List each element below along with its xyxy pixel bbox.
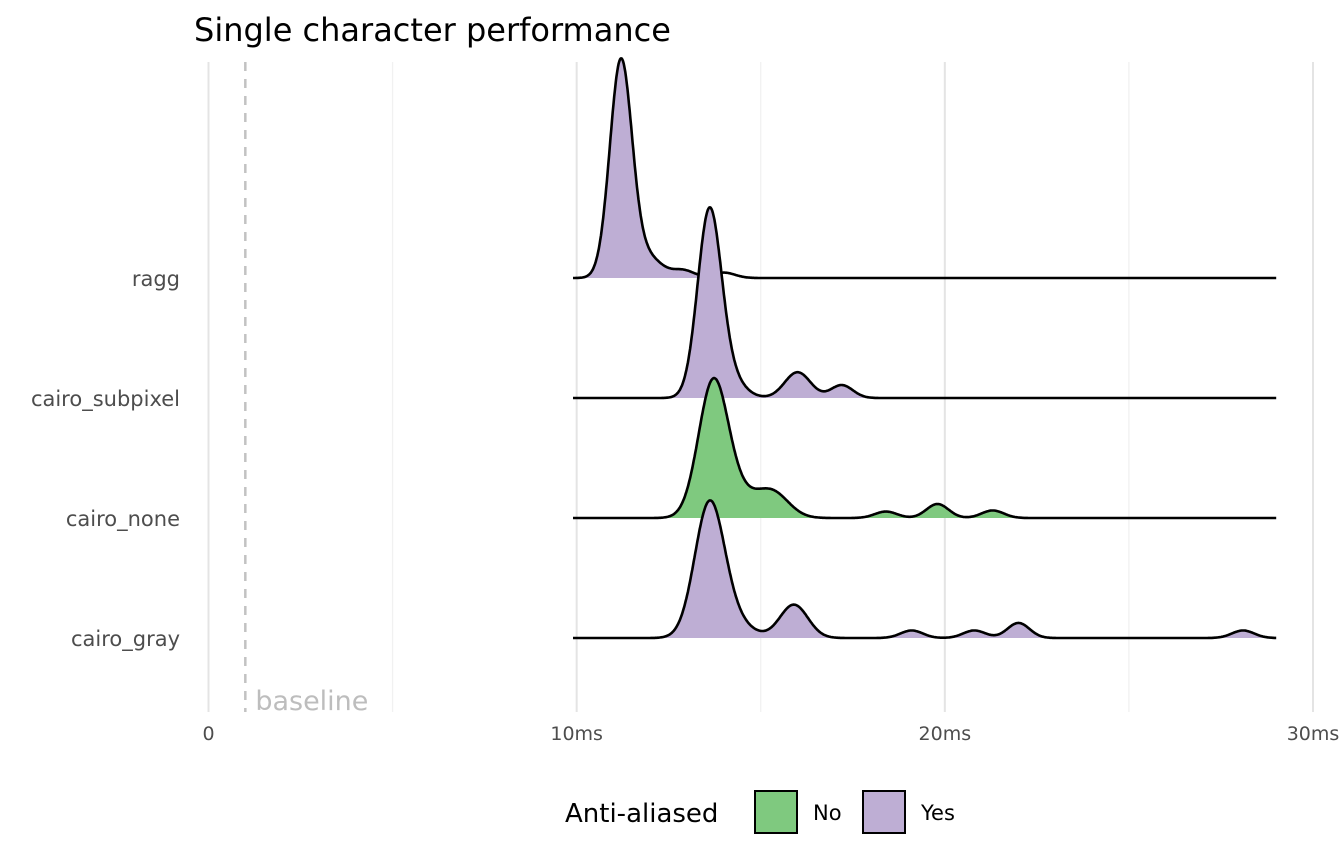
y-tick-label-ragg: ragg [132, 267, 180, 291]
x-tick-label-30: 30ms [1287, 723, 1340, 745]
y-tick-label-cairo-gray: cairo_gray [71, 627, 180, 652]
ridge-line-cairo-gray [572, 499, 1277, 640]
y-tick-label-cairo-none: cairo_none [66, 507, 180, 532]
legend-swatch-no [754, 790, 798, 834]
ridge-fill-ragg [580, 58, 721, 279]
ridge-line-cairo-none [572, 376, 1277, 520]
ridge-cairo-gray [572, 499, 1277, 640]
y-tick-label-cairo-subpixel: cairo_subpixel [31, 387, 180, 412]
ridge-line-ragg [572, 57, 1277, 280]
x-tick-label-20: 20ms [919, 723, 972, 745]
chart-title: Single character performance [194, 11, 671, 49]
ridges [572, 57, 1277, 640]
ridge-cairo-subpixel [572, 206, 1277, 400]
baseline-label: baseline [255, 686, 368, 717]
legend-label-no: No [813, 801, 842, 825]
legend: Anti-aliased No Yes [565, 790, 955, 834]
x-tick-label-0: 0 [202, 723, 214, 745]
axes: ragg cairo_subpixel cairo_none cairo_gray 0 1… [31, 267, 1339, 745]
ridge-fill-cairo-gray [661, 500, 1269, 638]
ridge-ragg [572, 57, 1277, 280]
x-tick-label-10: 10ms [550, 723, 603, 745]
ridge-cairo-none [572, 376, 1277, 520]
ridge-line-cairo-subpixel [572, 206, 1277, 400]
legend-title: Anti-aliased [565, 799, 718, 829]
ridge-fill-cairo-subpixel [661, 207, 864, 398]
baseline-annotation: baseline [244, 62, 368, 717]
legend-label-yes: Yes [920, 801, 955, 825]
legend-swatch-yes [862, 790, 906, 834]
grid [207, 62, 1314, 712]
